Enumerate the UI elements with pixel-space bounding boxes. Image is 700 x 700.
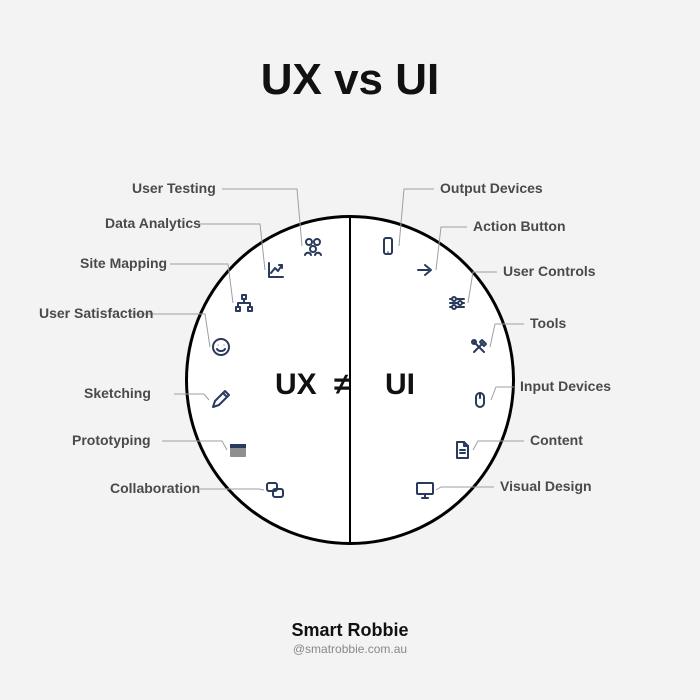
sketching-label: Sketching xyxy=(84,385,151,401)
output-devices-icon xyxy=(377,235,399,257)
prototyping-label: Prototyping xyxy=(72,432,151,448)
site-mapping-icon xyxy=(233,292,255,314)
sketching-icon xyxy=(209,389,231,411)
data-analytics-label: Data Analytics xyxy=(105,215,201,231)
center-neq-symbol: ≠ xyxy=(334,368,350,402)
tools-icon xyxy=(468,336,490,358)
user-testing-label: User Testing xyxy=(132,180,216,196)
user-testing-icon xyxy=(302,235,324,257)
footer-handle: @smatrobbie.com.au xyxy=(0,642,700,656)
user-satisfaction-label: User Satisfaction xyxy=(39,305,153,321)
collaboration-label: Collaboration xyxy=(110,480,200,496)
center-ux-label: UX xyxy=(275,368,317,402)
visual-design-icon xyxy=(414,479,436,501)
action-button-icon xyxy=(414,259,436,281)
action-button-label: Action Button xyxy=(473,218,566,234)
tools-label: Tools xyxy=(530,315,566,331)
center-ui-label: UI xyxy=(385,368,415,402)
user-controls-icon xyxy=(446,292,468,314)
collaboration-icon xyxy=(264,479,286,501)
visual-design-label: Visual Design xyxy=(500,478,592,494)
user-satisfaction-icon xyxy=(210,336,232,358)
content-icon xyxy=(451,439,473,461)
output-devices-label: Output Devices xyxy=(440,180,543,196)
input-devices-label: Input Devices xyxy=(520,378,611,394)
content-label: Content xyxy=(530,432,583,448)
page-title: UX vs UI xyxy=(0,55,700,105)
footer-brand: Smart Robbie xyxy=(0,620,700,641)
data-analytics-icon xyxy=(265,259,287,281)
input-devices-icon xyxy=(469,389,491,411)
prototyping-icon xyxy=(227,439,249,461)
user-controls-label: User Controls xyxy=(503,263,596,279)
site-mapping-label: Site Mapping xyxy=(80,255,167,271)
